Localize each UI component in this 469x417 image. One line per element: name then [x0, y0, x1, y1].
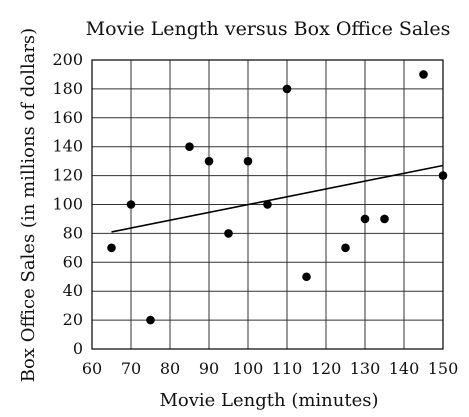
y-tick-label: 200	[52, 50, 83, 69]
x-tick-label: 80	[160, 359, 180, 378]
data-point	[438, 171, 448, 180]
data-point	[360, 214, 370, 224]
data-point	[341, 243, 350, 253]
data-point	[263, 200, 272, 209]
data-point	[380, 214, 389, 224]
y-tick-label: 40	[63, 281, 83, 300]
x-tick-label: 70	[121, 359, 141, 378]
y-tick-label: 100	[52, 195, 83, 214]
trend-line	[111, 164, 444, 233]
x-tick-label: 150	[428, 359, 459, 378]
y-tick-label: 0	[73, 339, 83, 358]
y-tick-label: 20	[63, 310, 83, 329]
x-axis-label: Movie Length (minutes)	[159, 390, 378, 411]
y-tick-label: 180	[52, 79, 83, 98]
data-point	[126, 200, 136, 209]
x-tick-label: 60	[82, 359, 102, 378]
x-tick-label: 100	[233, 359, 264, 378]
y-axis-label: Box Office Sales (in millions of dollars…	[18, 28, 39, 382]
y-tick-label: 60	[63, 252, 83, 271]
y-tick-label: 140	[52, 137, 83, 156]
data-point	[204, 156, 214, 166]
x-tick-label: 110	[272, 359, 303, 378]
y-tick-labels: 0 20 40 60 80 100 120 140 160 180 200	[52, 50, 83, 358]
y-tick-label: 120	[52, 166, 83, 185]
data-point	[107, 243, 116, 253]
x-tick-label: 120	[311, 359, 342, 378]
data-points	[107, 70, 448, 325]
data-point	[185, 142, 194, 151]
data-point	[224, 229, 233, 238]
data-point	[146, 315, 155, 325]
x-tick-label: 140	[389, 359, 420, 378]
data-point	[302, 272, 311, 282]
x-tick-label: 90	[199, 359, 219, 378]
plot-frame	[91, 59, 444, 350]
data-point	[243, 156, 253, 166]
data-point	[419, 70, 428, 79]
data-point	[282, 84, 292, 94]
y-tick-label: 160	[52, 108, 83, 127]
x-tick-labels: 60 70 80 90 100 110 120 130 140 150	[82, 359, 458, 378]
y-tick-label: 80	[63, 223, 83, 242]
chart-title: Movie Length versus Box Office Sales	[86, 18, 451, 40]
x-tick-label: 130	[350, 359, 381, 378]
